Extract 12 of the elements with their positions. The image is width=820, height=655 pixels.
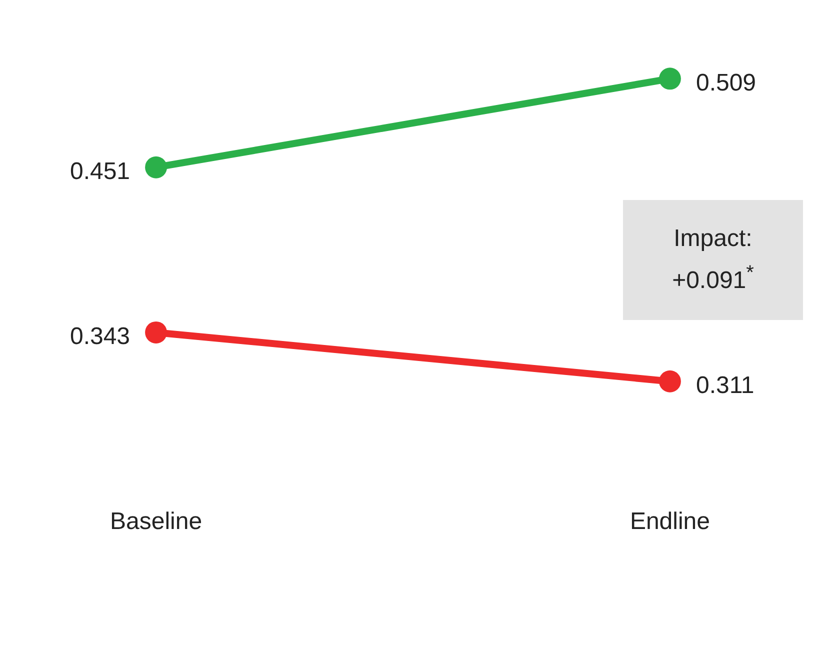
point <box>145 321 168 344</box>
point <box>145 156 168 178</box>
annotation: Impact: +0.091$^{*}$ <box>671 224 755 296</box>
data-label: 0.311 <box>696 372 754 400</box>
point <box>658 370 681 392</box>
x-tick-label: Endline <box>630 508 710 536</box>
x-tick-label: Baseline <box>110 508 202 536</box>
point <box>658 68 681 90</box>
data-label: 0.509 <box>696 69 756 96</box>
data-label: 0.343 <box>70 323 130 350</box>
note-box: Impact: +0.091$^{*}$ <box>623 200 803 320</box>
data-label: 0.451 <box>70 158 130 185</box>
